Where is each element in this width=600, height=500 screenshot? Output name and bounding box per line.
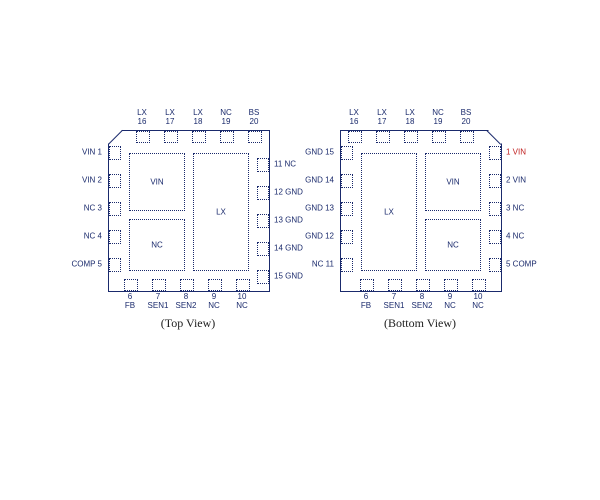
pin-pad [416, 279, 430, 291]
pin-pad [460, 131, 474, 143]
pin-label: GND 12 [284, 232, 334, 241]
pin-pad [489, 258, 501, 272]
pin-pad [109, 258, 121, 272]
pin-pad [489, 174, 501, 188]
pin-label: 9NC [200, 292, 228, 310]
pin-label: NC 3 [52, 204, 102, 213]
pin-pad [164, 131, 178, 143]
pin-pad [388, 279, 402, 291]
pin-pad [376, 131, 390, 143]
pin-pad [208, 279, 222, 291]
pin-label: NC 11 [284, 260, 334, 269]
pinout-diagram: VINNCLXBS20NC19LX18LX17LX166FB7SEN18SEN2… [0, 0, 600, 500]
pad-label: NC [151, 241, 163, 250]
pin-label: NC 4 [52, 232, 102, 241]
pin-label: 8SEN2 [408, 292, 436, 310]
pin-label: BS20 [452, 108, 480, 126]
package-outline: VIN NC LX [108, 130, 270, 292]
pin-label: GND 13 [284, 204, 334, 213]
pin-label: VIN 2 [52, 176, 102, 185]
pin-label: 7SEN1 [144, 292, 172, 310]
pin-pad [109, 202, 121, 216]
pin-pad [341, 174, 353, 188]
pad-label: VIN [150, 178, 163, 187]
pin-label: VIN 1 [52, 148, 102, 157]
pin-label: LX17 [368, 108, 396, 126]
pin-pad [136, 131, 150, 143]
pin-label: NC19 [424, 108, 452, 126]
pad-label: VIN [446, 178, 459, 187]
pin-label: 6FB [352, 292, 380, 310]
pin-pad [257, 214, 269, 228]
pin-pad [432, 131, 446, 143]
pin-label: 3 NC [506, 204, 524, 213]
pin-pad [192, 131, 206, 143]
pad-label: NC [447, 241, 459, 250]
pin-pad [248, 131, 262, 143]
pin-label: GND 14 [284, 176, 334, 185]
pin-label: 1 VIN [506, 148, 526, 157]
pin-pad [257, 270, 269, 284]
pin-pad [489, 146, 501, 160]
package-outline: LX VIN NC [340, 130, 502, 292]
pin-label: 13 GND [274, 216, 303, 225]
pin-label: LX18 [184, 108, 212, 126]
pin-pad [109, 174, 121, 188]
pin-label: COMP 5 [52, 260, 102, 269]
pin-label: 6FB [116, 292, 144, 310]
pin-pad [341, 146, 353, 160]
pin-label: LX18 [396, 108, 424, 126]
pin-label: 7SEN1 [380, 292, 408, 310]
pin-pad [341, 230, 353, 244]
pin-label: BS20 [240, 108, 268, 126]
pin-label: LX16 [128, 108, 156, 126]
pin-pad [489, 230, 501, 244]
pin-pad [180, 279, 194, 291]
pin-label: 5 COMP [506, 260, 537, 269]
pin-pad [404, 131, 418, 143]
view-caption: (Bottom View) [384, 316, 456, 331]
view-caption: (Top View) [161, 316, 216, 331]
pin-label: 8SEN2 [172, 292, 200, 310]
pin-pad [341, 258, 353, 272]
pin-pad [472, 279, 486, 291]
pin-label: 11 NC [274, 160, 296, 169]
pin-label: 14 GND [274, 244, 303, 253]
pad-label: LX [384, 208, 394, 217]
pin-pad [109, 146, 121, 160]
pin-pad [360, 279, 374, 291]
pin-pad [341, 202, 353, 216]
pin-label: 10NC [464, 292, 492, 310]
pin-pad [236, 279, 250, 291]
pin-pad [348, 131, 362, 143]
pin-pad [152, 279, 166, 291]
pin-label: 4 NC [506, 232, 524, 241]
pin-pad [257, 242, 269, 256]
pin-label: 10NC [228, 292, 256, 310]
pin-pad [124, 279, 138, 291]
corner-notch [488, 130, 502, 144]
pin-pad [220, 131, 234, 143]
pin-pad [109, 230, 121, 244]
pin-label: NC19 [212, 108, 240, 126]
pin-pad [489, 202, 501, 216]
pad-label: LX [216, 208, 226, 217]
pin-label: LX16 [340, 108, 368, 126]
pin-label: GND 15 [284, 148, 334, 157]
pin-pad [444, 279, 458, 291]
pin-pad [257, 186, 269, 200]
pin-label: 2 VIN [506, 176, 526, 185]
pin-label: 15 GND [274, 272, 303, 281]
pin-pad [257, 158, 269, 172]
pin-label: LX17 [156, 108, 184, 126]
pin-label: 12 GND [274, 188, 303, 197]
pin-label: 9NC [436, 292, 464, 310]
